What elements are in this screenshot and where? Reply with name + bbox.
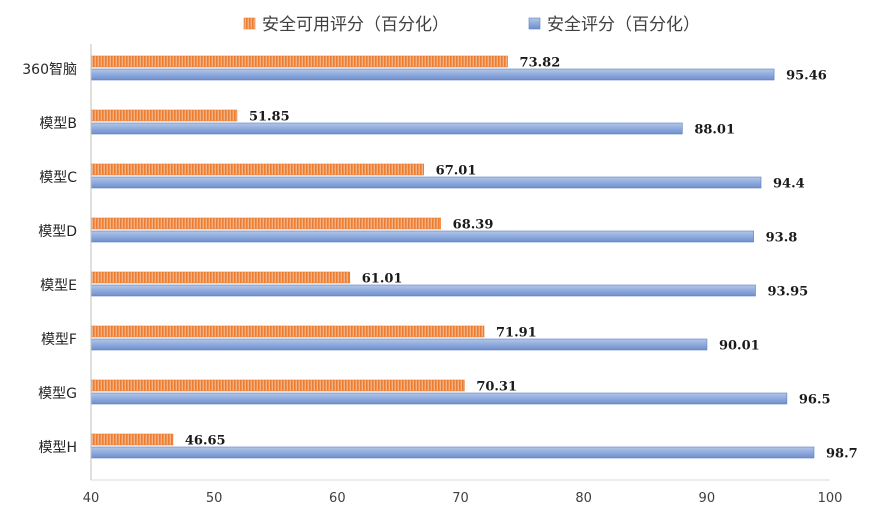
x-tick-label-100: 100 [818,491,843,506]
x-tick-label-80: 80 [575,491,592,506]
bar-safety-2 [90,122,683,135]
category-label-6: 模型F [41,332,77,348]
bar-safety-6 [90,338,708,351]
x-tick-label-90: 90 [699,491,716,506]
bar-usable-2 [90,109,238,122]
bar-usable-8 [90,433,174,446]
category-label-1: 360智脑 [22,62,77,78]
data-label-safety-2: 88.01 [694,123,735,138]
bars: 73.82 95.46 51.85 88.01 67.01 94.4 68.39 93.8 61… [90,55,858,462]
data-label-safety-1: 95.46 [786,69,827,84]
x-axis: 40 50 60 70 80 90 100 [83,44,843,506]
x-tick-label-60: 60 [329,491,346,506]
data-label-usable-5: 61.01 [362,272,403,287]
bar-safety-5 [90,284,756,297]
legend-label-2: 安全评分（百分化） [547,15,700,35]
legend-swatch-1 [243,17,256,30]
legend-swatch-2 [528,17,541,30]
bar-safety-1 [90,68,775,81]
bar-usable-6 [90,325,485,338]
category-label-4: 模型D [38,224,77,240]
data-label-usable-6: 71.91 [496,326,537,341]
bar-safety-8 [90,446,815,459]
bar-usable-7 [90,379,465,392]
data-label-safety-6: 90.01 [719,339,760,354]
data-label-safety-7: 96.5 [799,393,831,408]
category-label-3: 模型C [39,170,77,186]
category-label-5: 模型E [40,278,77,294]
data-label-safety-3: 94.4 [773,177,805,192]
data-label-usable-2: 51.85 [249,110,290,125]
data-label-usable-8: 46.65 [185,434,226,449]
category-label-7: 模型G [38,386,77,402]
bar-usable-5 [90,271,351,284]
x-tick-label-40: 40 [83,491,100,506]
data-label-safety-5: 93.95 [767,285,808,300]
data-label-usable-3: 67.01 [436,164,477,179]
data-label-usable-1: 73.82 [520,56,561,71]
bar-usable-3 [90,163,424,176]
data-label-safety-4: 93.8 [766,231,798,246]
x-tick-label-50: 50 [206,491,223,506]
bar-safety-7 [90,392,788,405]
data-label-safety-8: 98.7 [826,447,858,462]
data-label-usable-7: 70.31 [476,380,517,395]
category-label-2: 模型B [39,116,77,132]
bar-usable-1 [90,55,508,68]
data-label-usable-4: 68.39 [453,218,494,233]
x-tick-label-70: 70 [452,491,469,506]
bar-safety-3 [90,176,762,189]
legend-label-1: 安全可用评分（百分化） [262,15,449,35]
bar-usable-4 [90,217,441,230]
legend: 安全可用评分（百分化） 安全评分（百分化） [243,15,700,35]
category-label-8: 模型H [38,440,77,456]
bar-safety-4 [90,230,754,243]
